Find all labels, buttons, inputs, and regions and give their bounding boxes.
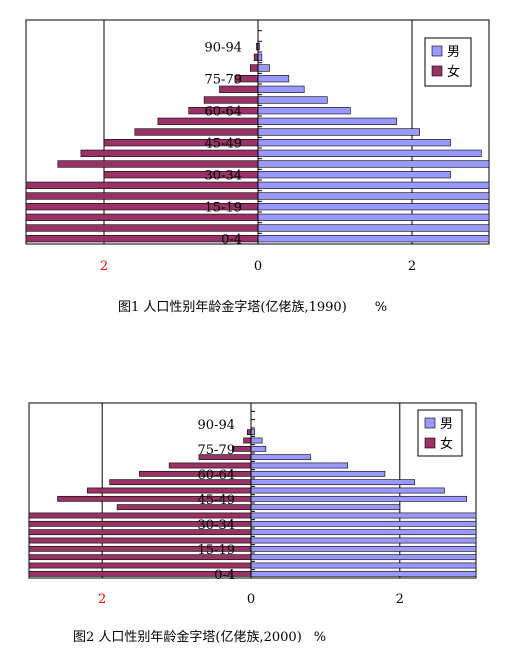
age-label-30-34: 30-34 bbox=[205, 169, 242, 184]
legend-swatch-male bbox=[431, 45, 443, 57]
bar-male-15-19 bbox=[250, 545, 477, 552]
chart2-title: 图2 人口性别年龄金字塔(亿佬族,2000) bbox=[73, 630, 302, 645]
bar-male-35-39 bbox=[250, 512, 477, 519]
bar-male-65-69 bbox=[250, 462, 349, 469]
bar-male-0-4 bbox=[257, 235, 490, 243]
bar-male-30-34 bbox=[257, 171, 451, 179]
x-tick-label: 0 bbox=[254, 259, 262, 274]
legend-box bbox=[417, 409, 463, 457]
bar-female-65-69 bbox=[203, 96, 259, 104]
chart1-title: 图1 人口性别年龄金字塔(亿佬族,1990) bbox=[118, 300, 347, 315]
bar-male-70-74 bbox=[250, 454, 311, 461]
bar-male-75-79 bbox=[250, 445, 267, 452]
bar-female-80-84 bbox=[250, 64, 259, 72]
bar-female-85-89 bbox=[253, 53, 259, 61]
bar-male-80-84 bbox=[257, 64, 270, 72]
legend: 男女 bbox=[424, 37, 472, 87]
bar-male-60-64 bbox=[250, 470, 386, 477]
bar-male-50-54 bbox=[257, 128, 420, 136]
x-tick-label: 2 bbox=[100, 259, 108, 274]
bar-female-20-24 bbox=[25, 192, 259, 200]
bar-male-75-79 bbox=[257, 75, 290, 83]
bar-male-5-9 bbox=[250, 562, 477, 569]
age-label-90-94: 90-94 bbox=[198, 418, 235, 433]
bar-male-10-14 bbox=[250, 554, 477, 561]
legend-label-female: 女 bbox=[440, 436, 453, 452]
bar-male-30-34 bbox=[250, 520, 477, 527]
age-label-0-4: 0-4 bbox=[221, 233, 242, 248]
legend-swatch-female bbox=[431, 65, 443, 77]
age-label-45-49: 45-49 bbox=[198, 493, 235, 508]
age-label-0-4: 0-4 bbox=[214, 568, 235, 583]
bar-male-25-29 bbox=[257, 181, 490, 189]
chart-2: 0-415-1930-3445-4960-6475-7990-946420246… bbox=[28, 402, 477, 607]
age-label-60-64: 60-64 bbox=[205, 105, 242, 120]
age-label-15-19: 15-19 bbox=[205, 201, 242, 216]
bar-male-15-19 bbox=[257, 203, 490, 211]
age-label-15-19: 15-19 bbox=[198, 543, 235, 558]
bar-male-55-59 bbox=[257, 117, 397, 125]
bar-female-75-79 bbox=[232, 445, 252, 452]
bar-male-85-89 bbox=[250, 429, 256, 436]
bar-male-45-49 bbox=[257, 139, 451, 147]
chart-1: 0-415-1930-3445-4960-6475-7990-946420246… bbox=[25, 19, 490, 274]
x-tick-label: 2 bbox=[396, 592, 404, 607]
legend-label-male: 男 bbox=[440, 417, 453, 432]
bar-male-80-84 bbox=[250, 437, 263, 444]
bar-male-45-49 bbox=[250, 495, 468, 502]
legend: 男女 bbox=[417, 409, 463, 457]
chart1-unit: % bbox=[374, 300, 388, 315]
bar-female-50-54 bbox=[134, 128, 259, 136]
bar-male-35-39 bbox=[257, 160, 490, 168]
legend-label-male: 男 bbox=[447, 45, 460, 60]
bar-male-50-54 bbox=[250, 487, 445, 494]
x-tick-label: 0 bbox=[247, 592, 255, 607]
bar-male-5-9 bbox=[257, 224, 490, 232]
age-label-30-34: 30-34 bbox=[198, 518, 235, 533]
bar-female-80-84 bbox=[243, 437, 252, 444]
legend-swatch-female bbox=[424, 437, 436, 449]
bar-female-5-9 bbox=[25, 224, 259, 232]
chart2-caption: 图2 人口性别年龄金字塔(亿佬族,2000)% bbox=[73, 626, 326, 645]
bar-male-20-24 bbox=[250, 537, 477, 544]
bar-male-70-74 bbox=[257, 85, 305, 93]
bar-female-35-39 bbox=[57, 160, 259, 168]
age-label-75-79: 75-79 bbox=[205, 73, 242, 88]
bar-male-10-14 bbox=[257, 213, 490, 221]
legend-swatch-male bbox=[424, 417, 436, 429]
x-tick-label: 2 bbox=[98, 592, 106, 607]
age-label-60-64: 60-64 bbox=[198, 468, 235, 483]
bar-male-85-89 bbox=[257, 53, 263, 61]
bar-male-60-64 bbox=[257, 107, 351, 115]
x-tick-label: 2 bbox=[408, 259, 416, 274]
bar-female-85-89 bbox=[246, 429, 252, 436]
bar-male-40-44 bbox=[250, 504, 401, 511]
age-label-45-49: 45-49 bbox=[205, 137, 242, 152]
bar-male-25-29 bbox=[250, 529, 477, 536]
bar-male-65-69 bbox=[257, 96, 328, 104]
age-label-75-79: 75-79 bbox=[198, 443, 235, 458]
chart1-caption: 图1 人口性别年龄金字塔(亿佬族,1990)% bbox=[118, 296, 387, 315]
bar-male-0-4 bbox=[250, 570, 477, 577]
chart2-unit: % bbox=[313, 630, 327, 645]
age-label-90-94: 90-94 bbox=[205, 41, 242, 56]
bar-male-40-44 bbox=[257, 149, 482, 157]
bar-male-55-59 bbox=[250, 479, 415, 486]
bar-male-20-24 bbox=[257, 192, 490, 200]
legend-label-female: 女 bbox=[447, 64, 460, 80]
